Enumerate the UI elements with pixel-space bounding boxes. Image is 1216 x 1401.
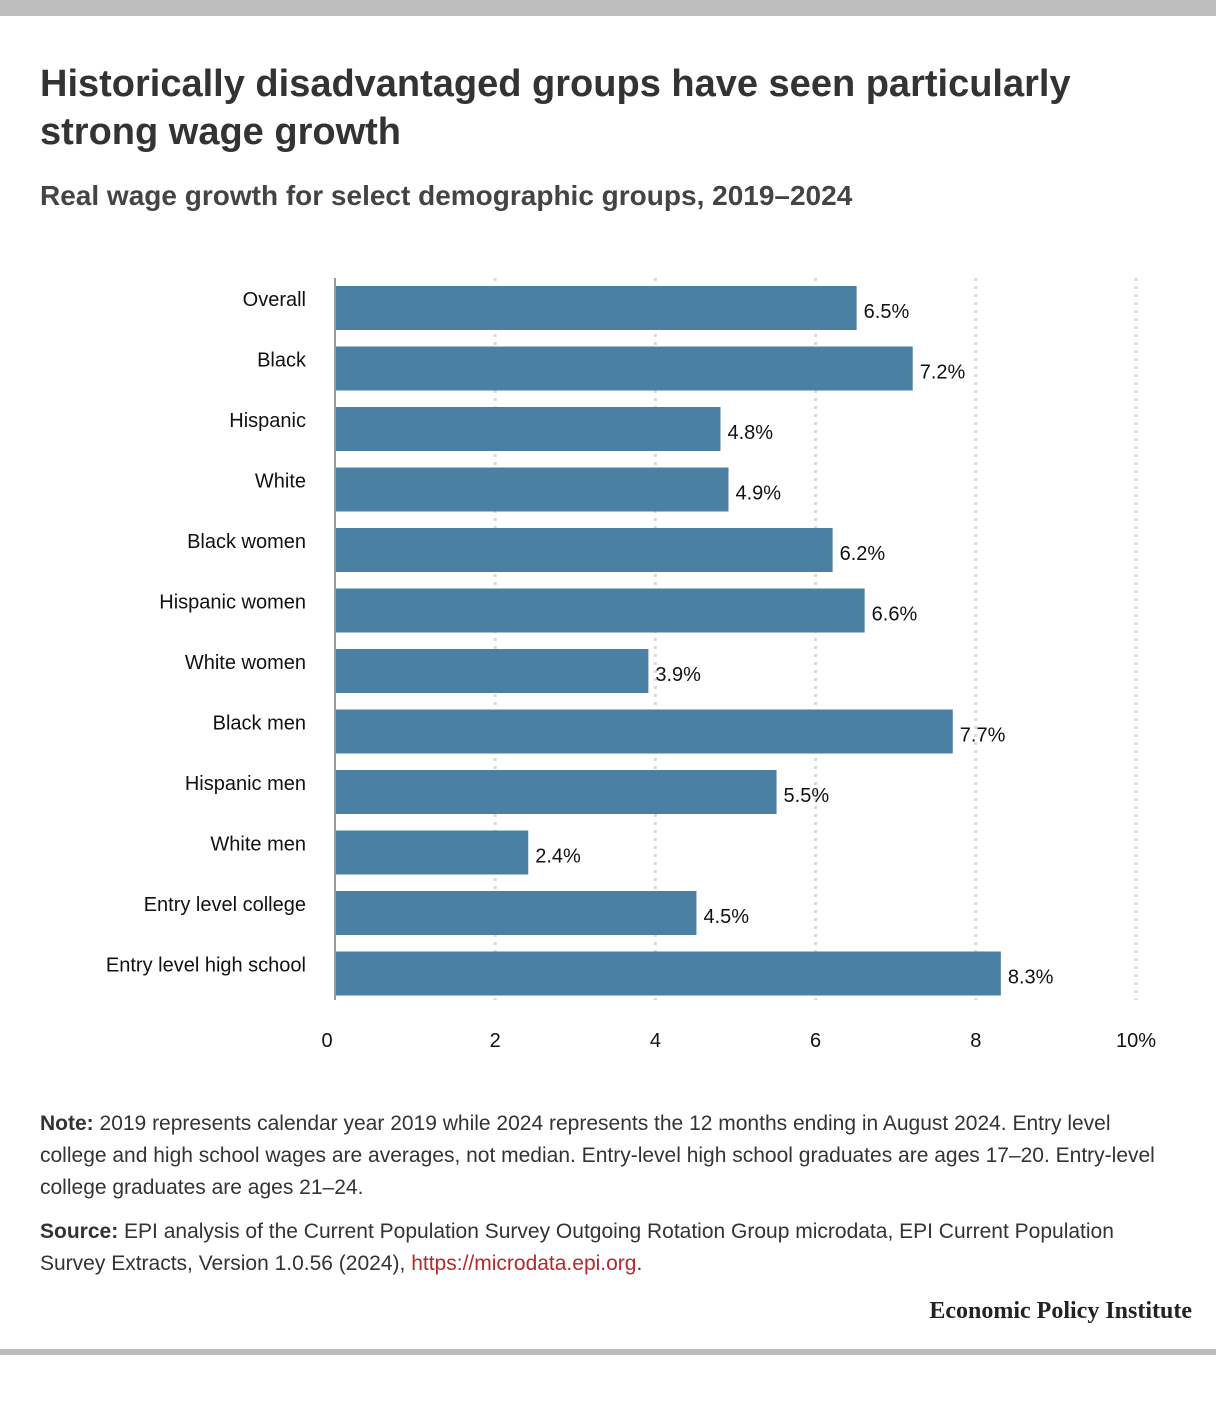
category-label: Black women <box>187 531 306 553</box>
bottom-rule <box>0 1349 1216 1355</box>
bar <box>336 770 777 814</box>
brand-logo-text: Economic Policy Institute <box>929 1298 1192 1324</box>
x-tick-label: 2 <box>490 1030 501 1052</box>
value-label: 3.9% <box>655 664 701 686</box>
x-tick-label: 10% <box>1116 1030 1156 1052</box>
x-tick-label: 4 <box>650 1030 661 1052</box>
note-text: 2019 represents calendar year 2019 while… <box>40 1112 1155 1199</box>
category-label: Hispanic men <box>185 773 306 795</box>
category-label: White women <box>185 652 306 674</box>
x-tick-label: 8 <box>970 1030 981 1052</box>
bar <box>336 346 913 391</box>
note-lead: Note: <box>40 1112 94 1135</box>
chart-note: Note: 2019 represents calendar year 2019… <box>40 1108 1180 1204</box>
category-label: Hispanic <box>229 410 306 432</box>
value-label: 8.3% <box>1008 967 1054 989</box>
source-lead: Source: <box>40 1220 119 1243</box>
source-link[interactable]: https://microdata.epi.org <box>411 1252 637 1275</box>
category-label: Entry level high school <box>106 955 306 977</box>
value-label: 2.4% <box>535 846 581 868</box>
bars <box>336 286 1001 996</box>
value-label: 4.5% <box>703 906 749 928</box>
category-label: Entry level college <box>144 894 306 916</box>
chart-subtitle: Real wage growth for select demographic … <box>40 180 853 211</box>
x-tick-label: 6 <box>810 1030 821 1052</box>
labels: 0 2 4 6 8 10% Overall 6.5% Black 7.2% Hispanic 4.8%… <box>106 289 1156 1052</box>
source-text: EPI analysis of the Current Population S… <box>40 1220 1114 1275</box>
value-label: 6.2% <box>840 543 886 565</box>
category-label: White men <box>210 834 306 856</box>
value-label: 4.9% <box>735 483 781 505</box>
value-label: 6.5% <box>864 301 910 323</box>
value-label: 4.8% <box>727 422 773 444</box>
value-label: 5.5% <box>784 785 830 807</box>
top-rule <box>0 0 1216 16</box>
x-tick-label: 0 <box>321 1030 332 1052</box>
category-label: Hispanic women <box>159 592 306 614</box>
bar <box>336 649 649 693</box>
bar <box>336 588 865 633</box>
source-end: . <box>636 1252 643 1275</box>
bar <box>336 467 729 512</box>
category-label: Black men <box>213 713 306 735</box>
bar <box>336 286 857 330</box>
grid-lines <box>334 278 1138 1000</box>
bar <box>336 830 529 875</box>
value-label: 6.6% <box>872 604 918 626</box>
chart-source: Source: EPI analysis of the Current Popu… <box>40 1216 1180 1280</box>
bar-chart: 0 2 4 6 8 10% Overall 6.5% Black 7.2% Hispanic 4.8%… <box>106 278 1156 1052</box>
bar <box>336 407 721 451</box>
value-label: 7.7% <box>960 725 1006 747</box>
category-label: Black <box>257 350 307 372</box>
value-label: 7.2% <box>920 362 966 384</box>
bar <box>336 951 1001 996</box>
bar <box>336 709 953 754</box>
category-label: Overall <box>243 289 306 311</box>
category-label: White <box>255 471 306 493</box>
chart-title: Historically disadvantaged groups have s… <box>40 63 1071 153</box>
bar <box>336 891 697 935</box>
bar <box>336 528 833 572</box>
